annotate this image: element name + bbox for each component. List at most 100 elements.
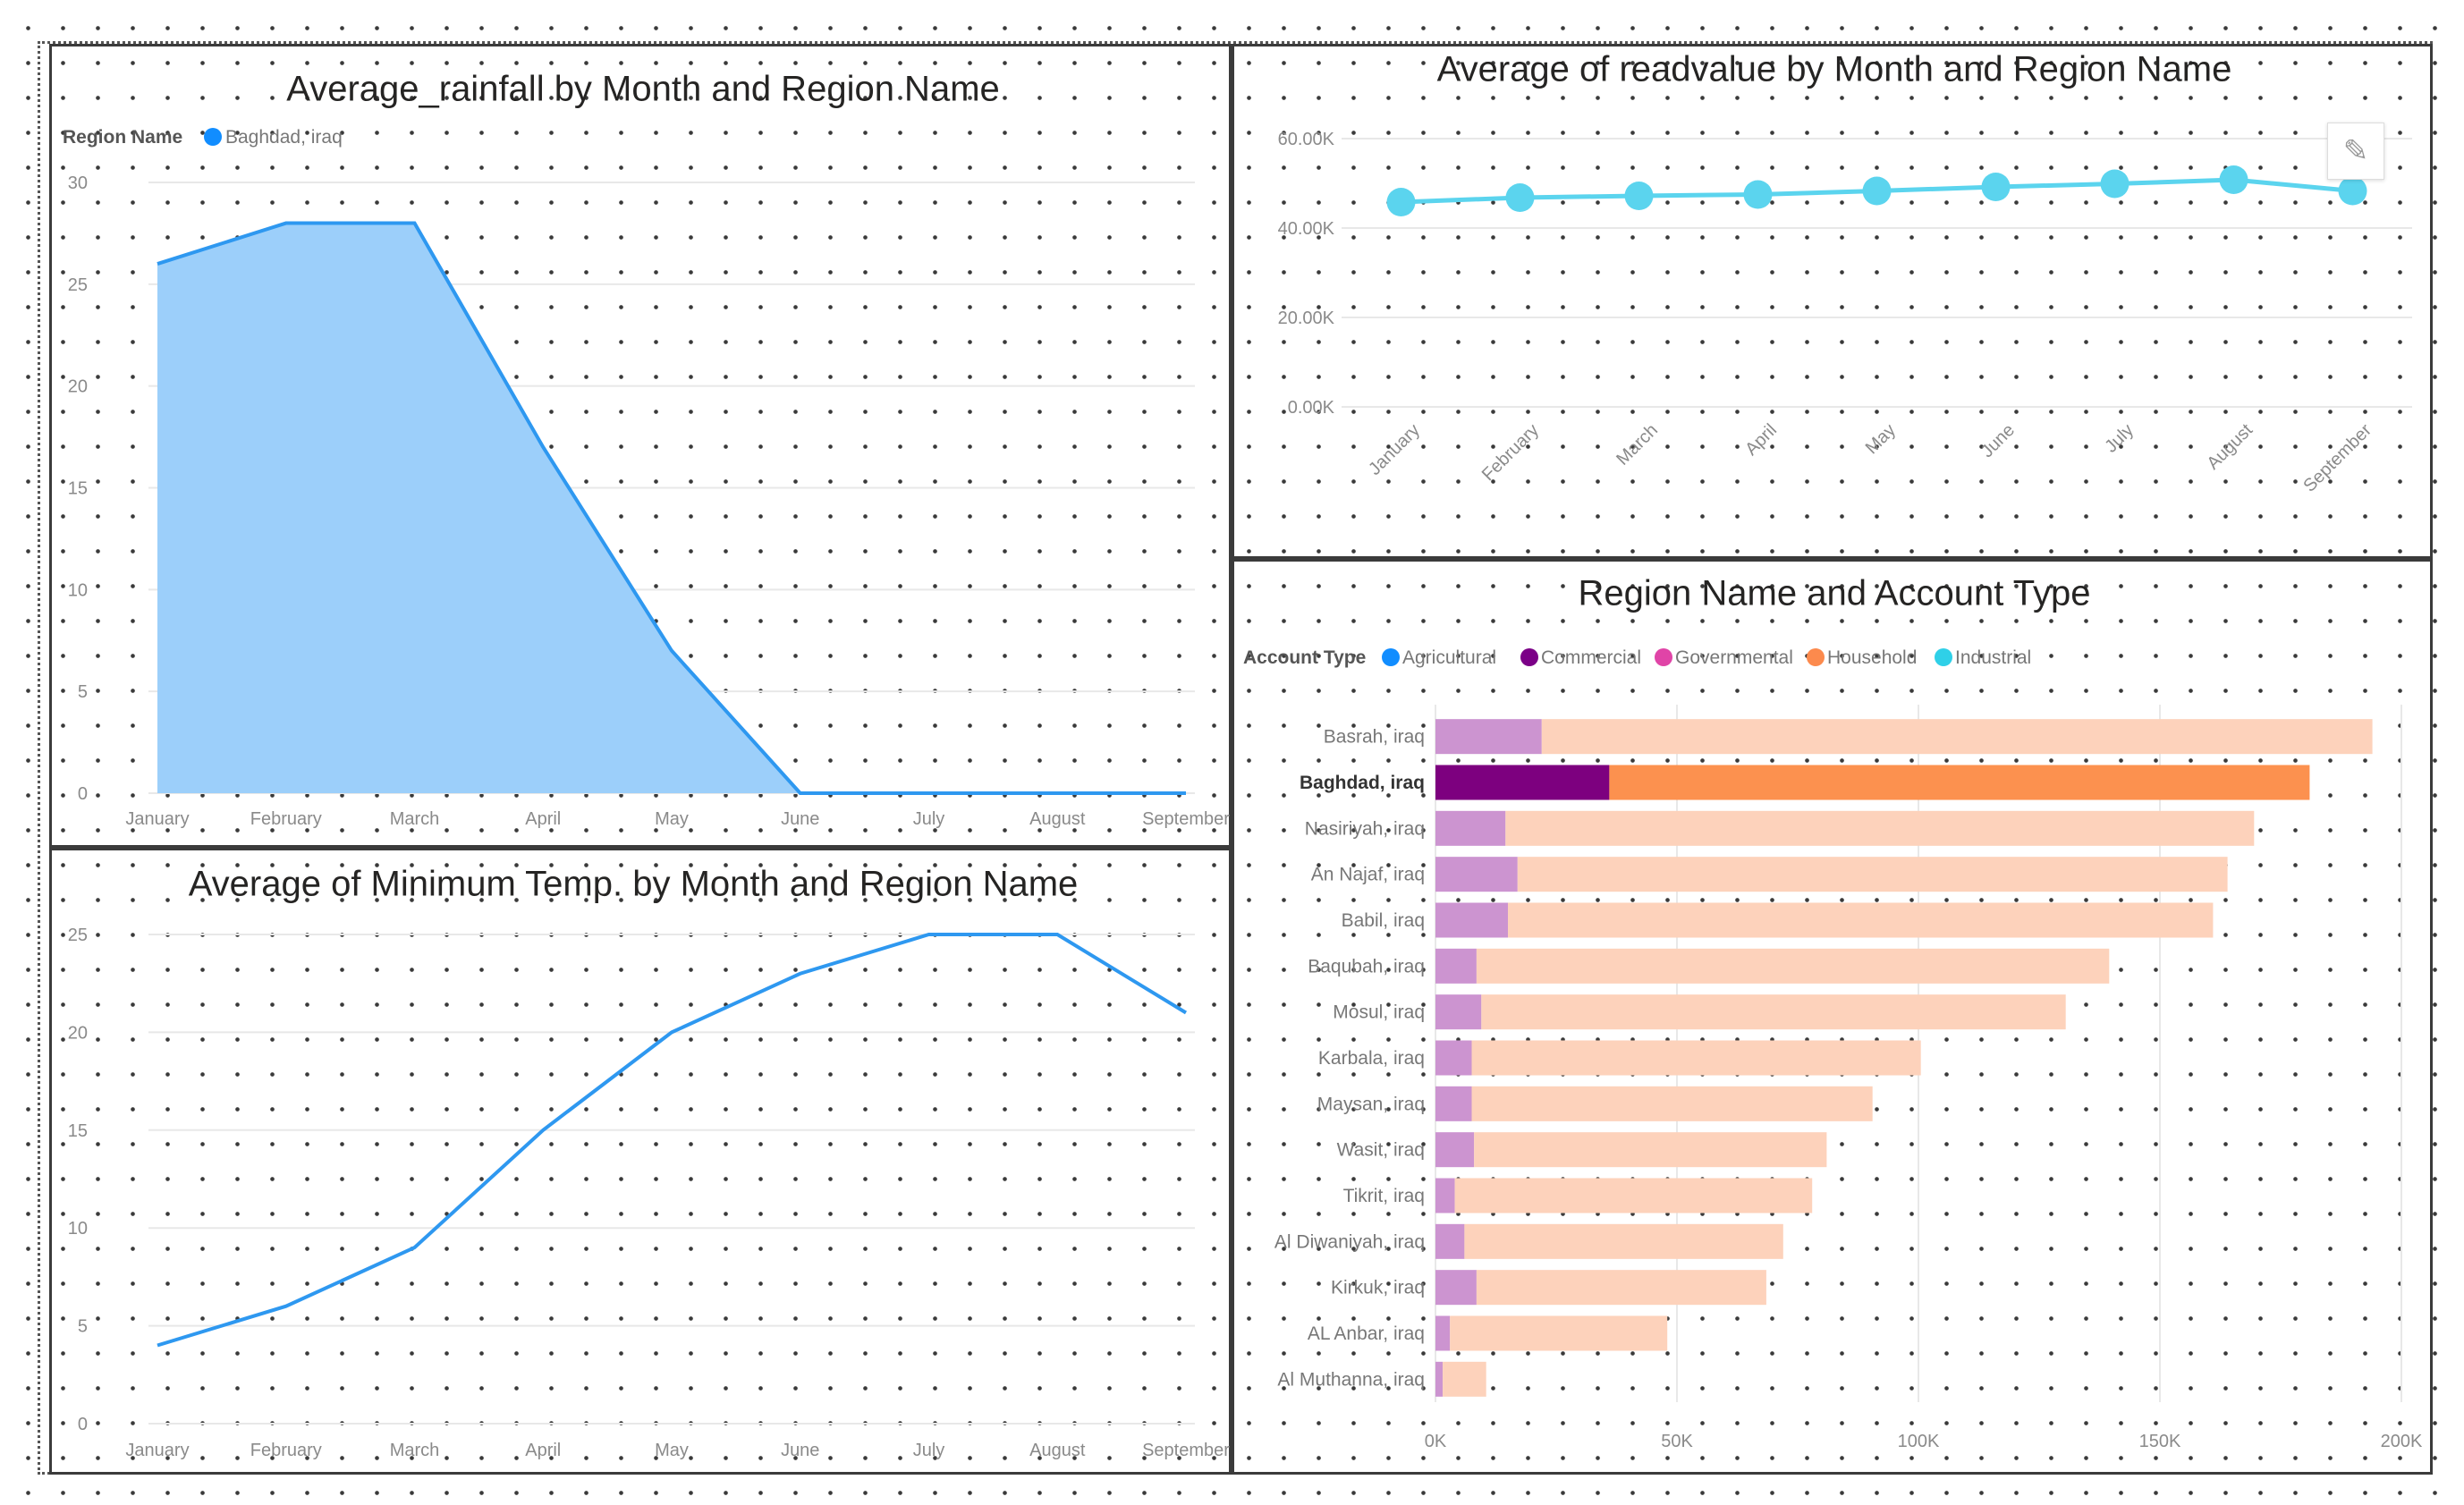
bar-household (1481, 994, 2066, 1030)
x-tick-label: September (1142, 809, 1230, 829)
legend-marker-industrial (1935, 648, 1952, 666)
data-point (1624, 182, 1654, 210)
x-tick-label: September (2299, 420, 2375, 496)
y-tick-label: 0 (78, 784, 88, 804)
bar-household (1508, 902, 2214, 938)
bar-commercial (1435, 1040, 1472, 1076)
x-tick-label: January (1365, 420, 1424, 479)
y-category-label: Karbala, iraq (1318, 1048, 1425, 1069)
y-tick-label: 25 (68, 275, 88, 295)
y-category-label: Al Diwaniyah, iraq (1274, 1231, 1425, 1252)
x-tick-label: March (1613, 420, 1662, 469)
x-tick-label: July (2101, 420, 2138, 457)
x-tick-label: August (2203, 420, 2257, 474)
legend-entry-commercial: Commercial (1541, 647, 1641, 668)
x-tick-label: May (655, 1441, 689, 1460)
y-tick-label: 20 (68, 377, 88, 397)
x-tick-label: March (390, 1441, 440, 1460)
bar-commercial (1435, 719, 1542, 755)
x-tick-label: 150K (2139, 1432, 2181, 1451)
bar-commercial (1435, 810, 1506, 846)
bar-household (1609, 765, 2310, 800)
account-type-bar-chart: Region Name and Account Type Account Type… (1243, 574, 2423, 1451)
x-tick-label: June (781, 809, 819, 829)
y-tick-label: 20 (68, 1023, 88, 1043)
bar-commercial (1435, 857, 1518, 892)
y-category-label: Babil, iraq (1342, 910, 1425, 931)
bar-commercial (1435, 1178, 1455, 1213)
legend-marker-household (1807, 648, 1825, 666)
x-tick-label: 100K (1898, 1432, 1940, 1451)
account-type-chart-panel[interactable]: Region Name and Account Type Account Type… (1232, 559, 2433, 1475)
y-category-label: Basrah, iraq (1324, 727, 1425, 748)
bar-household (1476, 948, 2110, 984)
y-tick-label: 15 (68, 479, 88, 499)
y-category-label: Kirkuk, iraq (1331, 1278, 1425, 1298)
legend-entry-governmental: Governmental (1675, 647, 1793, 668)
x-tick-label: February (250, 1441, 322, 1460)
x-tick-label: April (525, 1441, 561, 1460)
y-tick-label: 0 (78, 1415, 88, 1434)
legend-title: Region Name (63, 127, 182, 148)
y-category-label: Baghdad, iraq (1300, 773, 1425, 793)
rainfall-chart-panel[interactable]: Average_rainfall by Month and Region Nam… (49, 44, 1232, 848)
legend-marker-agricultural (1382, 648, 1400, 666)
y-category-label: Nasiriyah, iraq (1305, 818, 1425, 839)
y-tick-label: 5 (78, 1317, 88, 1337)
readvalue-line-chart: Average of readvalue by Month and Region… (1278, 50, 2412, 496)
data-point (1862, 176, 1892, 206)
x-tick-label: February (1478, 420, 1543, 485)
x-tick-label: March (390, 809, 440, 829)
bar-household (1505, 810, 2255, 846)
data-point (1981, 173, 2011, 201)
x-tick-label: June (1977, 420, 2019, 461)
y-tick-label: 60.00K (1278, 130, 1335, 149)
legend-title: Account Type (1243, 647, 1366, 668)
bar-commercial (1435, 1132, 1475, 1168)
chart-title: Region Name and Account Type (1579, 574, 2091, 613)
bar-household (1471, 1040, 1921, 1076)
bar-commercial (1435, 1270, 1477, 1306)
readvalue-chart-panel[interactable]: Average of readvalue by Month and Region… (1232, 44, 2433, 559)
x-tick-label: August (1029, 809, 1086, 829)
bar-household (1517, 857, 2228, 892)
y-tick-label: 15 (68, 1121, 88, 1141)
x-tick-label: September (1142, 1441, 1230, 1460)
x-tick-label: July (913, 1441, 945, 1460)
series-line (157, 933, 1188, 1348)
x-tick-label: June (781, 1441, 819, 1460)
bar-household (1450, 1315, 1668, 1351)
legend-entry-household: Household (1827, 647, 1917, 668)
edit-pencil-icon[interactable]: ✎ (2327, 123, 2384, 180)
y-category-label: Mosul, iraq (1333, 1002, 1425, 1023)
x-tick-label: April (1741, 420, 1781, 460)
legend-marker-governmental (1655, 648, 1672, 666)
mintemp-chart-panel[interactable]: Average of Minimum Temp. by Month and Re… (49, 848, 1232, 1475)
chart-title: Average_rainfall by Month and Region Nam… (286, 70, 1000, 109)
legend-entry: Baghdad, iraq (225, 127, 343, 148)
y-category-label: Tikrit, iraq (1343, 1186, 1425, 1206)
y-tick-label: 25 (68, 926, 88, 945)
y-category-label: Wasit, iraq (1337, 1140, 1425, 1161)
x-tick-label: July (913, 809, 945, 829)
bar-commercial (1435, 765, 1610, 800)
x-tick-label: January (125, 809, 189, 829)
x-tick-label: February (250, 809, 322, 829)
y-category-label: Baqubah, iraq (1308, 956, 1425, 977)
chart-title: Average of Minimum Temp. by Month and Re… (189, 865, 1079, 904)
series-line (157, 221, 1186, 795)
y-tick-label: 10 (68, 580, 88, 600)
bar-household (1464, 1223, 1783, 1259)
x-tick-label: 50K (1661, 1432, 1693, 1451)
data-point (2219, 165, 2248, 194)
legend-marker (204, 128, 222, 146)
bar-household (1454, 1178, 1813, 1213)
data-point (2100, 169, 2130, 199)
y-category-label: Al Muthanna, iraq (1277, 1369, 1425, 1390)
bar-household (1471, 1086, 1873, 1121)
bar-household (1541, 719, 2373, 755)
bar-commercial (1435, 1086, 1472, 1121)
y-category-label: AL Anbar, iraq (1308, 1323, 1425, 1344)
legend-entry-industrial: Industrial (1955, 647, 2031, 668)
bar-commercial (1435, 948, 1477, 984)
